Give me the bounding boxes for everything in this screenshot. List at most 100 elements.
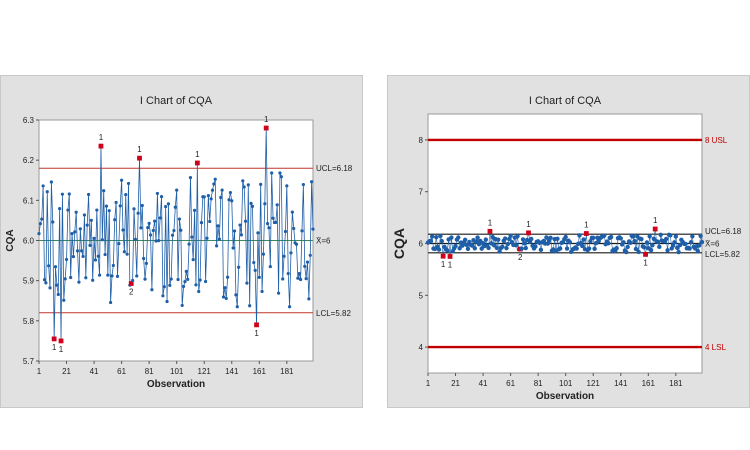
data-point xyxy=(504,245,509,251)
data-point xyxy=(106,273,110,277)
flagged-point xyxy=(51,336,57,342)
data-point xyxy=(507,236,512,242)
data-point xyxy=(310,180,314,184)
data-point xyxy=(555,236,560,241)
data-point xyxy=(219,195,223,200)
data-point xyxy=(169,277,173,281)
data-point xyxy=(115,274,120,279)
flagged-point xyxy=(583,231,589,236)
data-point xyxy=(206,194,210,198)
data-point xyxy=(74,210,78,214)
data-point xyxy=(287,305,292,309)
data-point xyxy=(228,190,232,195)
data-point xyxy=(238,223,242,227)
data-point xyxy=(102,189,106,193)
data-point xyxy=(143,277,147,281)
y-tick-label: 8 xyxy=(419,136,424,145)
data-point xyxy=(161,294,165,298)
chart-title: I Chart of CQA xyxy=(529,95,602,107)
data-point xyxy=(122,250,126,254)
data-point xyxy=(227,198,231,202)
flagged-point xyxy=(652,226,658,232)
data-point xyxy=(198,278,202,282)
flagged-point xyxy=(643,251,648,257)
flag-label: 1 xyxy=(526,220,531,229)
data-point xyxy=(162,285,166,289)
x-tick-label: 101 xyxy=(559,379,573,388)
data-point xyxy=(177,217,182,221)
data-point xyxy=(299,277,303,282)
data-point xyxy=(118,204,122,208)
x-tick-label: 1 xyxy=(37,367,42,376)
data-point xyxy=(187,242,191,246)
data-point xyxy=(564,246,570,251)
data-point xyxy=(186,277,190,281)
data-point xyxy=(226,275,230,279)
data-point xyxy=(63,277,67,281)
data-point xyxy=(636,249,641,255)
data-point xyxy=(243,219,248,223)
data-point xyxy=(172,228,176,233)
flagged-point xyxy=(254,322,259,328)
data-point xyxy=(500,244,505,249)
flag-label: 1 xyxy=(254,329,259,338)
data-point xyxy=(308,253,312,257)
data-point xyxy=(144,261,148,265)
data-point xyxy=(114,200,118,205)
data-point xyxy=(70,232,74,236)
data-point xyxy=(125,252,129,256)
y-axis-label: CQA xyxy=(5,229,16,251)
data-point xyxy=(126,181,131,186)
data-point xyxy=(632,238,637,244)
data-point xyxy=(648,247,654,253)
data-point xyxy=(297,272,301,276)
data-point xyxy=(140,203,144,208)
x-tick-label: 181 xyxy=(669,379,683,388)
data-point xyxy=(157,239,161,243)
data-point xyxy=(614,246,619,251)
data-point xyxy=(563,234,568,240)
data-point xyxy=(242,185,246,189)
data-point xyxy=(92,236,96,241)
data-point xyxy=(628,240,633,245)
data-point xyxy=(55,283,59,287)
data-point xyxy=(51,220,55,224)
data-point xyxy=(133,237,137,241)
data-point xyxy=(513,243,519,248)
x-tick-label: 1 xyxy=(426,379,431,388)
data-point xyxy=(279,175,283,179)
data-point xyxy=(577,233,582,238)
flag-label: 1 xyxy=(195,150,200,159)
data-point xyxy=(181,284,186,289)
data-point xyxy=(581,237,586,242)
data-point xyxy=(683,241,688,247)
data-point xyxy=(519,246,524,251)
data-point xyxy=(56,292,60,297)
data-point xyxy=(77,280,81,284)
data-point xyxy=(148,233,153,237)
data-point xyxy=(47,264,51,268)
data-point xyxy=(197,289,201,294)
data-point xyxy=(208,219,212,224)
x-tick-label: 81 xyxy=(145,367,154,376)
data-point xyxy=(66,208,70,212)
data-point xyxy=(84,276,88,280)
data-point xyxy=(502,236,508,241)
data-point xyxy=(283,229,288,234)
usl-label: 8 USL xyxy=(705,136,728,145)
ucl-label: UCL=6.18 xyxy=(705,227,742,236)
data-point xyxy=(220,188,224,192)
data-point xyxy=(479,246,484,251)
y-tick-label: 6.2 xyxy=(23,156,35,165)
data-point xyxy=(48,286,52,290)
data-point xyxy=(224,296,228,301)
x-tick-label: 121 xyxy=(198,367,212,376)
x-tick-label: 101 xyxy=(170,367,184,376)
data-point xyxy=(194,283,198,287)
data-point xyxy=(180,303,184,308)
data-point xyxy=(78,227,82,231)
data-point xyxy=(475,235,480,240)
center-label: X̄=6 xyxy=(316,237,331,246)
y-axis-label: CQA xyxy=(391,228,407,259)
